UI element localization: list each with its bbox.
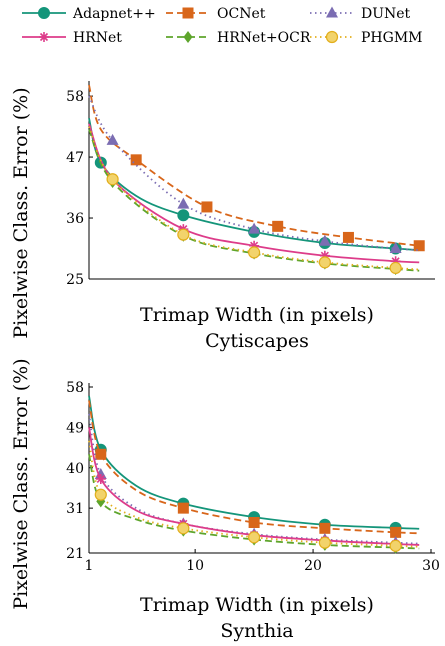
data-point-hrnet xyxy=(249,240,260,251)
y-tick-label: 25 xyxy=(66,272,84,288)
data-point-phgmm xyxy=(177,522,190,535)
data-point-ocnet xyxy=(342,231,354,243)
y-tick-label: 49 xyxy=(66,420,84,436)
data-point-ocnet xyxy=(95,448,107,460)
legend-item-adapnetplusplus: Adapnet++ xyxy=(22,6,156,22)
legend-label-ocnet: OCNet xyxy=(217,6,266,22)
data-point-dunet xyxy=(318,234,331,246)
data-point-phgmm xyxy=(106,173,119,186)
legend-label-adapnetplusplus: Adapnet++ xyxy=(72,6,156,22)
series-ocnet xyxy=(88,400,420,538)
data-point-ocnet xyxy=(201,201,213,213)
series-line-ocnet xyxy=(88,84,420,247)
x-axis-label-top: Trimap Width (in pixels) xyxy=(140,304,374,326)
series-line-ocnet xyxy=(88,400,420,535)
data-point-phgmm xyxy=(177,228,190,241)
legend-item-hrnet: HRNet xyxy=(22,30,122,46)
data-point-dunet xyxy=(389,242,402,254)
legend-label-phgmm: PHGMM xyxy=(361,30,422,46)
y-tick-label: 58 xyxy=(66,89,84,105)
series-dunet xyxy=(88,95,420,254)
series-line-adapnetplusplus xyxy=(88,395,420,530)
y-tick-label: 21 xyxy=(66,546,84,562)
y-tick-label: 36 xyxy=(66,211,84,227)
data-point-hrnet xyxy=(95,473,106,484)
chart-subtitle-top: Cytiscapes xyxy=(205,330,309,352)
series-line-hrnetplusocr xyxy=(88,454,420,550)
data-point-ocnet xyxy=(130,154,142,166)
legend-marker-hrnetplusocr xyxy=(183,31,193,43)
legend-label-dunet: DUNet xyxy=(361,6,411,22)
data-point-ocnet xyxy=(272,220,284,232)
data-point-dunet xyxy=(248,222,261,234)
chart-subtitle-bottom: Synthia xyxy=(220,620,293,642)
series-phgmm xyxy=(88,126,420,275)
x-tick-label: 10 xyxy=(186,558,204,574)
data-point-hrnet xyxy=(319,250,330,261)
series-phgmm xyxy=(88,440,420,552)
data-point-hrnet xyxy=(390,256,401,267)
data-point-phgmm xyxy=(318,256,331,269)
data-point-ocnet xyxy=(413,240,425,252)
data-point-adapnetplusplus xyxy=(177,209,190,222)
y-tick-label: 47 xyxy=(66,150,84,166)
legend-marker-adapnetplusplus xyxy=(38,7,50,19)
x-tick-label: 30 xyxy=(422,558,440,574)
data-point-dunet xyxy=(106,133,119,145)
legend-marker-hrnet xyxy=(39,32,49,42)
x-axis-label-bottom: Trimap Width (in pixels) xyxy=(140,594,374,616)
series-line-hrnet xyxy=(88,427,420,546)
chart-synthia: Pixelwise Class. Error (%) Trimap Width … xyxy=(10,358,440,642)
legend-label-hrnetplusocr: HRNet+OCR xyxy=(217,30,311,46)
y-tick-label: 58 xyxy=(66,380,84,396)
legend-marker-dunet xyxy=(326,6,338,18)
legend: Adapnet++ OCNet DUNet HRNet HRNet+OCR PHGMM xyxy=(22,6,422,46)
data-point-phgmm xyxy=(318,536,331,549)
chart-cityscapes: Pixelwise Class. Error (%) Trimap Width … xyxy=(10,81,435,352)
series-ocnet xyxy=(88,84,425,252)
data-point-dunet xyxy=(177,197,190,209)
data-point-ocnet xyxy=(319,522,331,534)
series-hrnet xyxy=(88,123,420,267)
y-tick-label: 40 xyxy=(66,461,84,477)
legend-marker-phgmm xyxy=(325,30,339,44)
y-axis-label-top: Pixelwise Class. Error (%) xyxy=(10,87,32,338)
legend-marker-ocnet xyxy=(182,7,194,19)
series-adapnetplusplus xyxy=(88,395,420,534)
data-point-phgmm xyxy=(248,246,261,259)
legend-item-dunet: DUNet xyxy=(310,6,411,22)
legend-item-ocnet: OCNet xyxy=(166,6,266,22)
data-point-ocnet xyxy=(390,526,402,538)
data-point-phgmm xyxy=(94,488,107,501)
legend-label-hrnet: HRNet xyxy=(73,30,122,46)
data-point-ocnet xyxy=(177,502,189,514)
x-tick-label: 1 xyxy=(85,558,94,574)
data-point-phgmm xyxy=(389,539,402,552)
series-adapnetplusplus xyxy=(88,118,420,255)
x-tick-label: 20 xyxy=(304,558,322,574)
y-tick-label: 31 xyxy=(66,501,84,517)
data-point-phgmm xyxy=(248,531,261,544)
data-point-ocnet xyxy=(248,516,260,528)
data-point-phgmm xyxy=(389,261,402,275)
legend-item-phgmm: PHGMM xyxy=(310,30,422,46)
y-axis-label-bottom: Pixelwise Class. Error (%) xyxy=(10,358,32,609)
legend-item-hrnetplusocr: HRNet+OCR xyxy=(166,30,311,46)
